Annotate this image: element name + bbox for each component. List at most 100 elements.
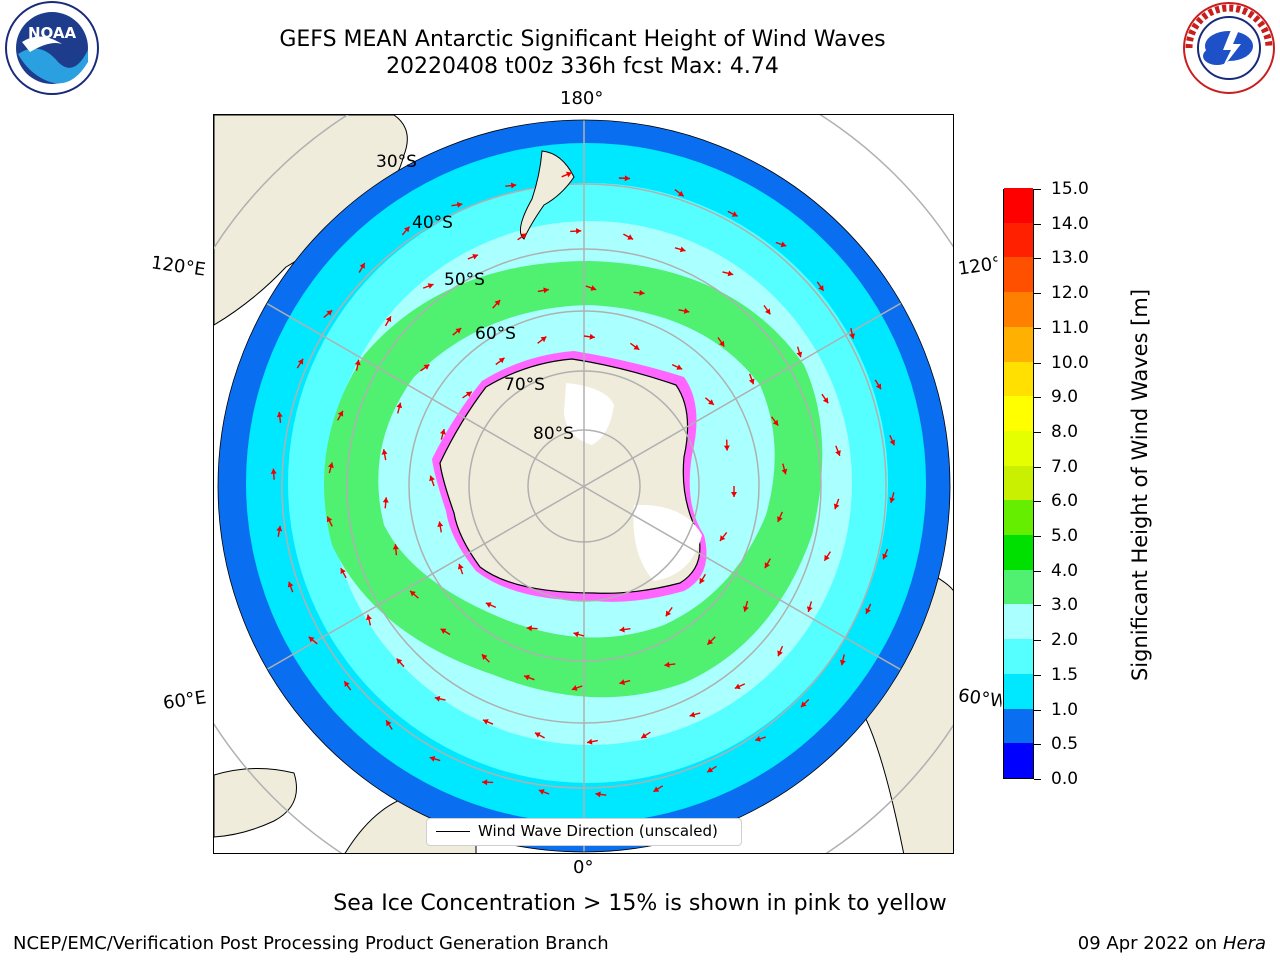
wave-arrow-head [526,625,532,632]
wave-arrow-head [641,732,647,739]
wave-arrow-head [727,270,734,277]
footer-host: Hera [1222,933,1266,954]
lon-label-120e: 120°E [149,252,207,281]
wave-arrow-head [627,234,634,240]
wave-arrow-head [308,636,315,643]
colorbar-tick [1034,605,1041,607]
colorbar-tick [1034,570,1041,572]
wave-arrow-head [589,333,595,340]
colorbar-tick-label: 2.0 [1051,630,1079,651]
colorbar-tick-label: 9.0 [1051,387,1079,408]
footer-credit: NCEP/EMC/Verification Post Processing Pr… [13,933,609,954]
wave-arrow-head [524,674,530,681]
colorbar-segment [1004,361,1033,397]
wave-arrow-head [440,429,446,435]
wave-arrow-head [772,419,779,426]
weddell-ice-shelf [633,504,702,581]
wave-arrow-head [328,462,334,469]
footer-date-text: 09 Apr 2022 on [1077,933,1223,954]
colorbar-tick-label: 6.0 [1051,491,1079,512]
wave-arrow-head [386,720,392,727]
africa-landmass [214,768,297,838]
wave-arrow-head [354,359,361,366]
colorbar-tick-label: 7.0 [1051,456,1079,477]
colorbar-tick [1034,397,1041,399]
wave-arrow-head [633,344,640,350]
wave-arrow-head [699,577,705,584]
colorbar-tick-label: 14.0 [1051,213,1089,234]
wave-arrow-head [457,563,464,570]
wave-arrow-head [396,658,403,665]
wave-arrow-head [806,606,813,612]
wave-arrow-head [276,411,283,418]
wave-arrow-head [822,397,829,404]
wave-arrow-head [639,289,645,296]
lon-label-60w: 60°W [956,685,1004,712]
wave-arrow-head [381,449,388,455]
wave-arrow-head [437,521,444,527]
wave-arrow-head [337,410,344,417]
colorbar-segment [1004,465,1033,501]
wave-arrow-head [434,695,441,702]
wave-arrow-head [800,701,807,708]
colorbar-segment [1004,603,1033,640]
colorbar-tick [1034,431,1041,433]
wave-arrow-head [835,450,841,456]
polar-map [213,114,954,854]
lat-label-50s: 50°S [444,270,485,290]
lon-label-60e: 60°E [161,687,208,714]
colorbar-tick-label: 11.0 [1051,317,1089,338]
colorbar-segment [1004,673,1033,709]
wave-arrow-head [796,351,803,358]
wave-arrow-head [719,535,726,541]
wave-arrow-head [326,516,333,523]
wave-arrow-head [276,525,283,532]
wave-arrow-head [889,497,896,503]
wave-arrow-head [665,610,672,617]
wave-arrow-head [392,544,399,550]
sea-ice-note: Sea Ice Concentration > 15% is shown in … [333,891,947,916]
wave-arrow-head [777,516,783,522]
colorbar-segment [1004,187,1033,223]
colorbar-segment [1004,708,1033,744]
colorbar-segment [1004,499,1033,536]
wave-arrow-head [676,364,683,370]
wave-arrow-head [865,608,871,614]
wave-arrow-head [731,211,738,217]
colorbar-tick [1034,640,1041,642]
colorbar-tick [1034,293,1041,295]
wave-arrow-head [777,650,783,657]
lon-label-120w: 120°W [956,253,1000,280]
wave-arrow-head [440,628,447,634]
lat-label-80s: 80°S [533,424,574,444]
wave-arrow-head [833,503,840,510]
wave-arrow-head [590,285,597,291]
lon-label-0: 0° [573,857,594,878]
map-boundary [217,119,951,853]
wave-arrow-head [482,779,488,786]
lat-label-60s: 60°S [475,324,516,344]
wave-arrow-head [326,310,333,316]
wave-arrow-head [472,254,478,260]
legend-line-swatch [436,831,470,832]
wave-arrow-head [595,791,601,798]
noaa-logo: NOAA [5,1,99,95]
colorbar-tick [1034,258,1041,260]
wave-arrow-head [543,287,549,294]
footer-date: 09 Apr 2022 on Hera [1078,933,1266,954]
wave-arrow-head [573,631,580,638]
wave-arrow-head [624,175,630,182]
polar-map-canvas [214,115,953,853]
wave-arrow-head [427,283,434,289]
colorbar-label: Significant Height of Wind Waves [m] [1128,288,1152,682]
lat-label-70s: 70°S [504,375,545,395]
colorbar-tick-label: 1.5 [1051,664,1079,685]
wave-arrow-head [755,736,761,742]
legend-label: Wind Wave Direction (unscaled) [478,822,718,840]
meridian-60-240 [218,272,950,702]
colorbar-tick [1034,327,1041,329]
colorbar-segment [1004,222,1033,258]
colorbar-tick-label: 5.0 [1051,526,1079,547]
colorbar-segment [1004,638,1033,674]
map-legend: Wind Wave Direction (unscaled) [426,818,742,846]
